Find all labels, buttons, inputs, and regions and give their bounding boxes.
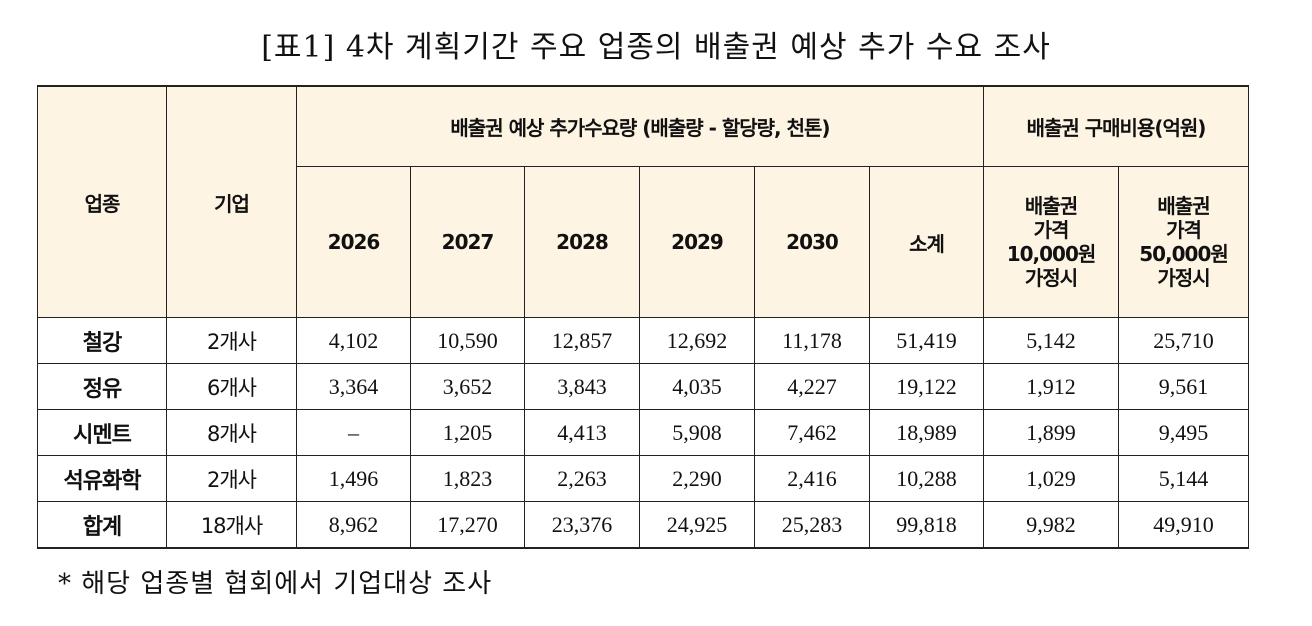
value-cell: 5,908 xyxy=(639,409,755,456)
header-year: 소계 xyxy=(869,166,984,318)
value-cell: 1,899 xyxy=(983,409,1119,456)
value-cell: 17,270 xyxy=(410,501,525,549)
header-cost-assumption: 배출권 가격 10,000원 가정시 xyxy=(983,166,1119,318)
value-cell: 25,283 xyxy=(754,501,870,549)
value-cell: 7,462 xyxy=(754,409,870,456)
value-cell: 1,205 xyxy=(410,409,525,456)
value-cell: 49,910 xyxy=(1118,501,1249,549)
value-cell: 4,035 xyxy=(639,363,755,410)
value-cell: 9,495 xyxy=(1118,409,1249,456)
table-row: 정유 6개사 3,364 3,652 3,843 4,035 4,227 19,122 1,91… xyxy=(37,363,1249,410)
company-count-cell: 18개사 xyxy=(166,501,297,549)
header-cost-line: 10,000원 xyxy=(1006,242,1097,266)
value-cell: 8,962 xyxy=(296,501,411,549)
value-cell: 3,843 xyxy=(524,363,640,410)
value-cell: 4,227 xyxy=(754,363,870,410)
value-cell: 1,823 xyxy=(410,455,525,502)
industry-cell: 석유화학 xyxy=(37,455,167,502)
industry-cell: 합계 xyxy=(37,501,167,549)
value-cell: – xyxy=(296,409,411,456)
value-cell: 2,416 xyxy=(754,455,870,502)
value-cell: 1,912 xyxy=(983,363,1119,410)
footnote: * 해당 업종별 협회에서 기업대상 조사 xyxy=(58,569,493,599)
header-industry: 업종 xyxy=(37,85,167,318)
value-cell: 24,925 xyxy=(639,501,755,549)
company-count-cell: 2개사 xyxy=(166,317,297,364)
industry-cell: 시멘트 xyxy=(37,409,167,456)
value-cell: 12,692 xyxy=(639,317,755,364)
value-cell: 51,419 xyxy=(869,317,984,364)
value-cell: 5,142 xyxy=(983,317,1119,364)
header-year: 2030 xyxy=(754,166,870,318)
header-year: 2028 xyxy=(524,166,640,318)
value-cell: 9,561 xyxy=(1118,363,1249,410)
header-cost-line: 가정시 xyxy=(1024,266,1078,290)
table-row: 합계 18개사 8,962 17,270 23,376 24,925 25,283 99,81… xyxy=(37,501,1249,549)
industry-cell: 정유 xyxy=(37,363,167,410)
value-cell: 4,413 xyxy=(524,409,640,456)
table-row: 시멘트 8개사 –1,205 4,413 5,908 7,462 18,989 1,899 9,… xyxy=(37,409,1249,456)
company-count-cell: 6개사 xyxy=(166,363,297,410)
value-cell: 11,178 xyxy=(754,317,870,364)
value-cell: 2,263 xyxy=(524,455,640,502)
value-cell: 9,982 xyxy=(983,501,1119,549)
value-cell: 25,710 xyxy=(1118,317,1249,364)
header-cost-line: 가격 xyxy=(1033,218,1070,242)
table-row: 철강 2개사 4,102 10,590 12,857 12,692 11,178 51,419… xyxy=(37,317,1249,364)
value-cell: 5,144 xyxy=(1118,455,1249,502)
header-cost-line: 가정시 xyxy=(1157,266,1210,290)
company-count-cell: 8개사 xyxy=(166,409,297,456)
value-cell: 1,029 xyxy=(983,455,1119,502)
header-cost-group: 배출권 구매비용(억원) xyxy=(983,85,1249,167)
company-count-cell: 2개사 xyxy=(166,455,297,502)
header-year: 2026 xyxy=(296,166,411,318)
table-row: 석유화학 2개사 1,496 1,823 2,263 2,290 2,416 10,288 1,… xyxy=(37,455,1249,502)
value-cell: 4,102 xyxy=(296,317,411,364)
value-cell: 23,376 xyxy=(524,501,640,549)
header-demand-group: 배출권 예상 추가수요량 (배출량 - 할당량, 천톤) xyxy=(296,85,984,167)
header-company: 기업 xyxy=(166,85,297,318)
header-cost-assumption: 배출권 가격 50,000원 가정시 xyxy=(1118,166,1249,318)
value-cell: 2,290 xyxy=(639,455,755,502)
value-cell: 3,652 xyxy=(410,363,525,410)
table-title: [표1] 4차 계획기간 주요 업종의 배출권 예상 추가 수요 조사 xyxy=(261,30,1051,65)
value-cell: 10,288 xyxy=(869,455,984,502)
value-cell: 18,989 xyxy=(869,409,984,456)
value-cell: 10,590 xyxy=(410,317,525,364)
header-cost-line: 가격 xyxy=(1166,218,1202,242)
emission-demand-table: 업종 기업 배출권 예상 추가수요량 (배출량 - 할당량, 천톤) 배출권 구… xyxy=(37,85,1249,549)
value-cell: 12,857 xyxy=(524,317,640,364)
header-year: 2029 xyxy=(639,166,755,318)
value-cell: 1,496 xyxy=(296,455,411,502)
header-year: 2027 xyxy=(410,166,525,318)
value-cell: 99,818 xyxy=(869,501,984,549)
header-cost-line: 배출권 xyxy=(1024,194,1078,218)
industry-cell: 철강 xyxy=(37,317,167,364)
value-cell: 19,122 xyxy=(869,363,984,410)
value-cell: 3,364 xyxy=(296,363,411,410)
header-cost-line: 50,000원 xyxy=(1139,242,1229,266)
header-cost-line: 배출권 xyxy=(1157,194,1210,218)
